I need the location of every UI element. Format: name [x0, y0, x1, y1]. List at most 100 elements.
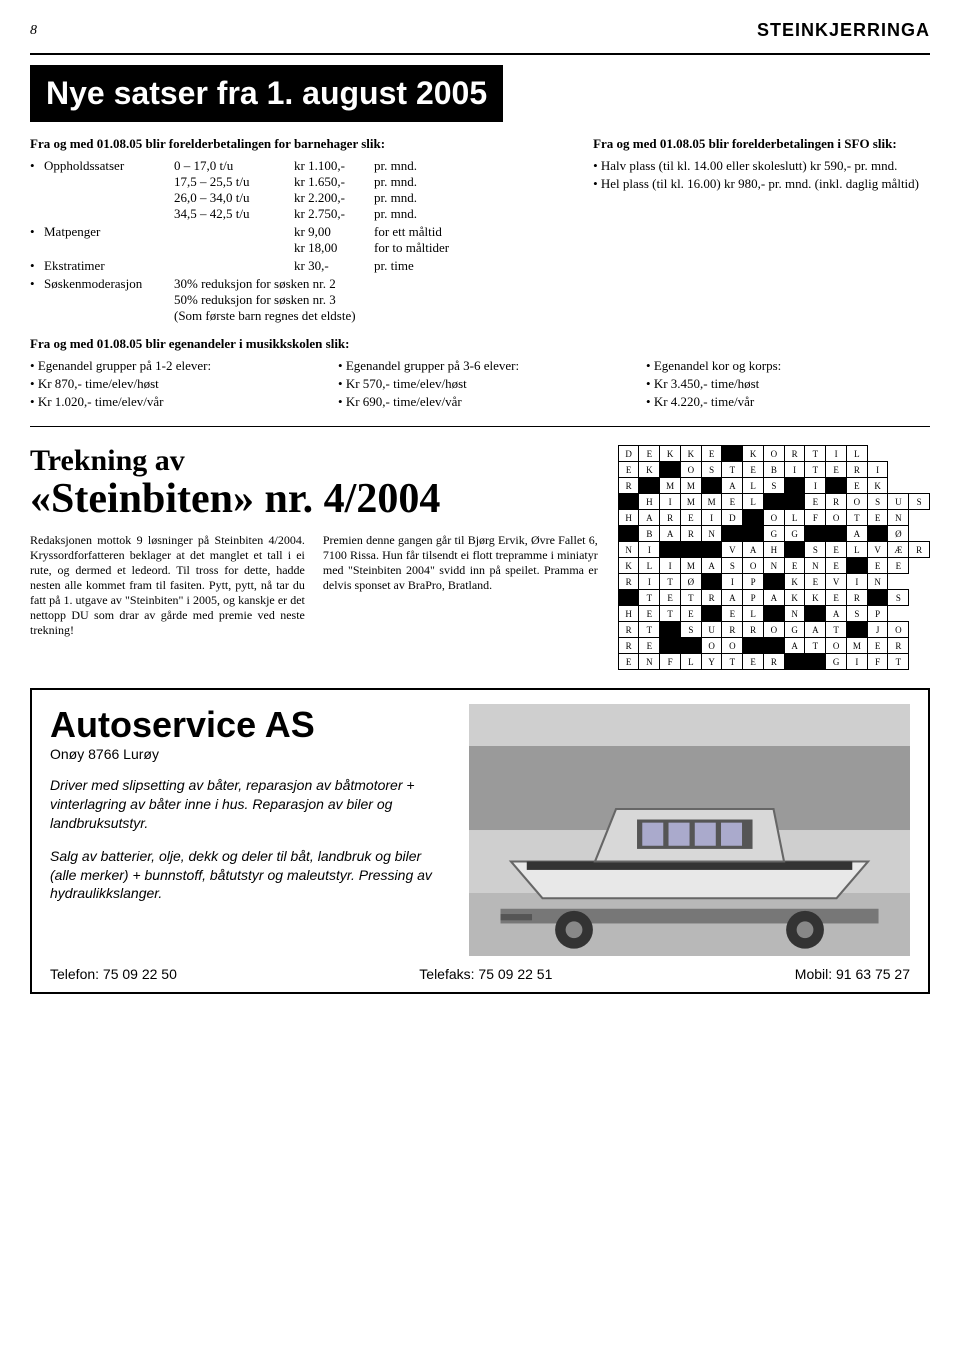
crossword-cell: O	[701, 638, 722, 654]
crossword-cell: E	[805, 574, 826, 590]
crossword-cell: R	[618, 478, 639, 494]
crossword-cell: T	[639, 622, 660, 638]
crossword-cell: I	[639, 574, 660, 590]
crossword-cell	[660, 622, 681, 638]
crossword-cell: L	[680, 654, 701, 670]
crossword-cell: G	[763, 526, 784, 542]
matpenger-label: Matpenger	[44, 224, 174, 256]
crossword-cell: T	[639, 590, 660, 606]
crossword-cell	[826, 526, 847, 542]
crossword-cell: I	[722, 574, 743, 590]
crossword-cell: T	[722, 654, 743, 670]
boat-photo	[469, 704, 910, 956]
crossword-cell: K	[680, 446, 701, 462]
crossword-cell: I	[867, 462, 888, 478]
bullet: •	[30, 224, 44, 256]
crossword-cell: V	[826, 574, 847, 590]
crossword-cell: L	[784, 510, 805, 526]
crossword-cell: I	[660, 494, 681, 510]
crossword-cell: U	[888, 494, 909, 510]
tier-range	[174, 224, 294, 240]
crossword-cell	[805, 526, 826, 542]
crossword-cell: R	[660, 510, 681, 526]
ad-address: Onøy 8766 Lurøy	[50, 746, 451, 762]
musikk-item: Kr 4.220,- time/vår	[646, 394, 930, 410]
crossword-cell: A	[846, 526, 867, 542]
opphold-label: Oppholdssatser	[44, 158, 174, 222]
musikk-item: Kr 3.450,- time/høst	[646, 376, 930, 392]
crossword-cell: R	[784, 446, 805, 462]
crossword-cell: O	[680, 462, 701, 478]
crossword-cell: I	[660, 558, 681, 574]
crossword-cell: O	[763, 446, 784, 462]
crossword-cell: A	[784, 638, 805, 654]
musikk-item: Kr 870,- time/elev/høst	[30, 376, 314, 392]
crossword-cell: I	[846, 654, 867, 670]
crossword-cell: K	[805, 590, 826, 606]
crossword-cell: R	[826, 494, 847, 510]
crossword-cell: T	[722, 462, 743, 478]
crossword-cell	[701, 606, 722, 622]
crossword-cell	[618, 526, 639, 542]
crossword-cell: R	[680, 526, 701, 542]
crossword-cell: Y	[701, 654, 722, 670]
crossword-cell	[805, 654, 826, 670]
crossword-cell: E	[826, 542, 847, 558]
crossword-cell: N	[805, 558, 826, 574]
crossword-cell: A	[743, 542, 764, 558]
crossword-cell	[846, 622, 867, 638]
crossword-cell: M	[846, 638, 867, 654]
crossword-cell: S	[805, 542, 826, 558]
tier-per: for ett måltid	[374, 224, 569, 240]
musikk-item: Kr 570,- time/elev/høst	[338, 376, 622, 392]
crossword-cell	[784, 494, 805, 510]
crossword-cell: M	[660, 478, 681, 494]
crossword-cell: I	[639, 542, 660, 558]
ad-mobile: Mobil: 91 63 75 27	[795, 966, 910, 982]
crossword-cell: R	[763, 654, 784, 670]
crossword-cell: H	[763, 542, 784, 558]
tier-per: pr. time	[374, 258, 569, 274]
crossword-cell: E	[680, 510, 701, 526]
crossword-cell: K	[867, 478, 888, 494]
ad-para1: Driver med slipsetting av båter, reparas…	[50, 776, 451, 833]
musikk-col3-title: Egenandel kor og korps:	[646, 358, 930, 374]
crossword-cell: N	[618, 542, 639, 558]
crossword-cell: Ø	[888, 526, 909, 542]
crossword-cell: A	[701, 558, 722, 574]
crossword-cell: S	[763, 478, 784, 494]
musikk-item: Kr 1.020,- time/elev/vår	[30, 394, 314, 410]
crossword-cell: O	[826, 638, 847, 654]
crossword-cell: S	[722, 558, 743, 574]
crossword-cell: N	[888, 510, 909, 526]
crossword-cell: T	[660, 574, 681, 590]
crossword-cell: I	[701, 510, 722, 526]
crossword-cell	[680, 638, 701, 654]
crossword-cell: N	[763, 558, 784, 574]
crossword-cell: E	[639, 606, 660, 622]
crossword-cell	[722, 526, 743, 542]
crossword-cell: S	[888, 590, 909, 606]
crossword-cell: L	[743, 606, 764, 622]
crossword-cell: E	[826, 462, 847, 478]
crossword-cell	[763, 494, 784, 510]
crossword-cell: N	[701, 526, 722, 542]
crossword-cell: E	[743, 462, 764, 478]
crossword-cell: E	[826, 558, 847, 574]
crossword-cell: G	[784, 622, 805, 638]
crossword-cell: Ø	[680, 574, 701, 590]
tier-per: pr. mnd.	[374, 190, 569, 206]
crossword-cell	[763, 574, 784, 590]
crossword-cell: E	[618, 654, 639, 670]
crossword-solution: DEKKEKORTILEKOSTEBITERIRMMALSIEKHIMMELER…	[618, 445, 930, 670]
crossword-cell	[722, 446, 743, 462]
crossword-cell: A	[805, 622, 826, 638]
crossword-cell: O	[743, 558, 764, 574]
bullet: •	[30, 276, 44, 324]
crossword-cell: R	[888, 638, 909, 654]
crossword-cell: G	[826, 654, 847, 670]
crossword-cell: E	[784, 558, 805, 574]
crossword-cell: V	[867, 542, 888, 558]
crossword-cell: E	[867, 638, 888, 654]
crossword-cell: K	[660, 446, 681, 462]
